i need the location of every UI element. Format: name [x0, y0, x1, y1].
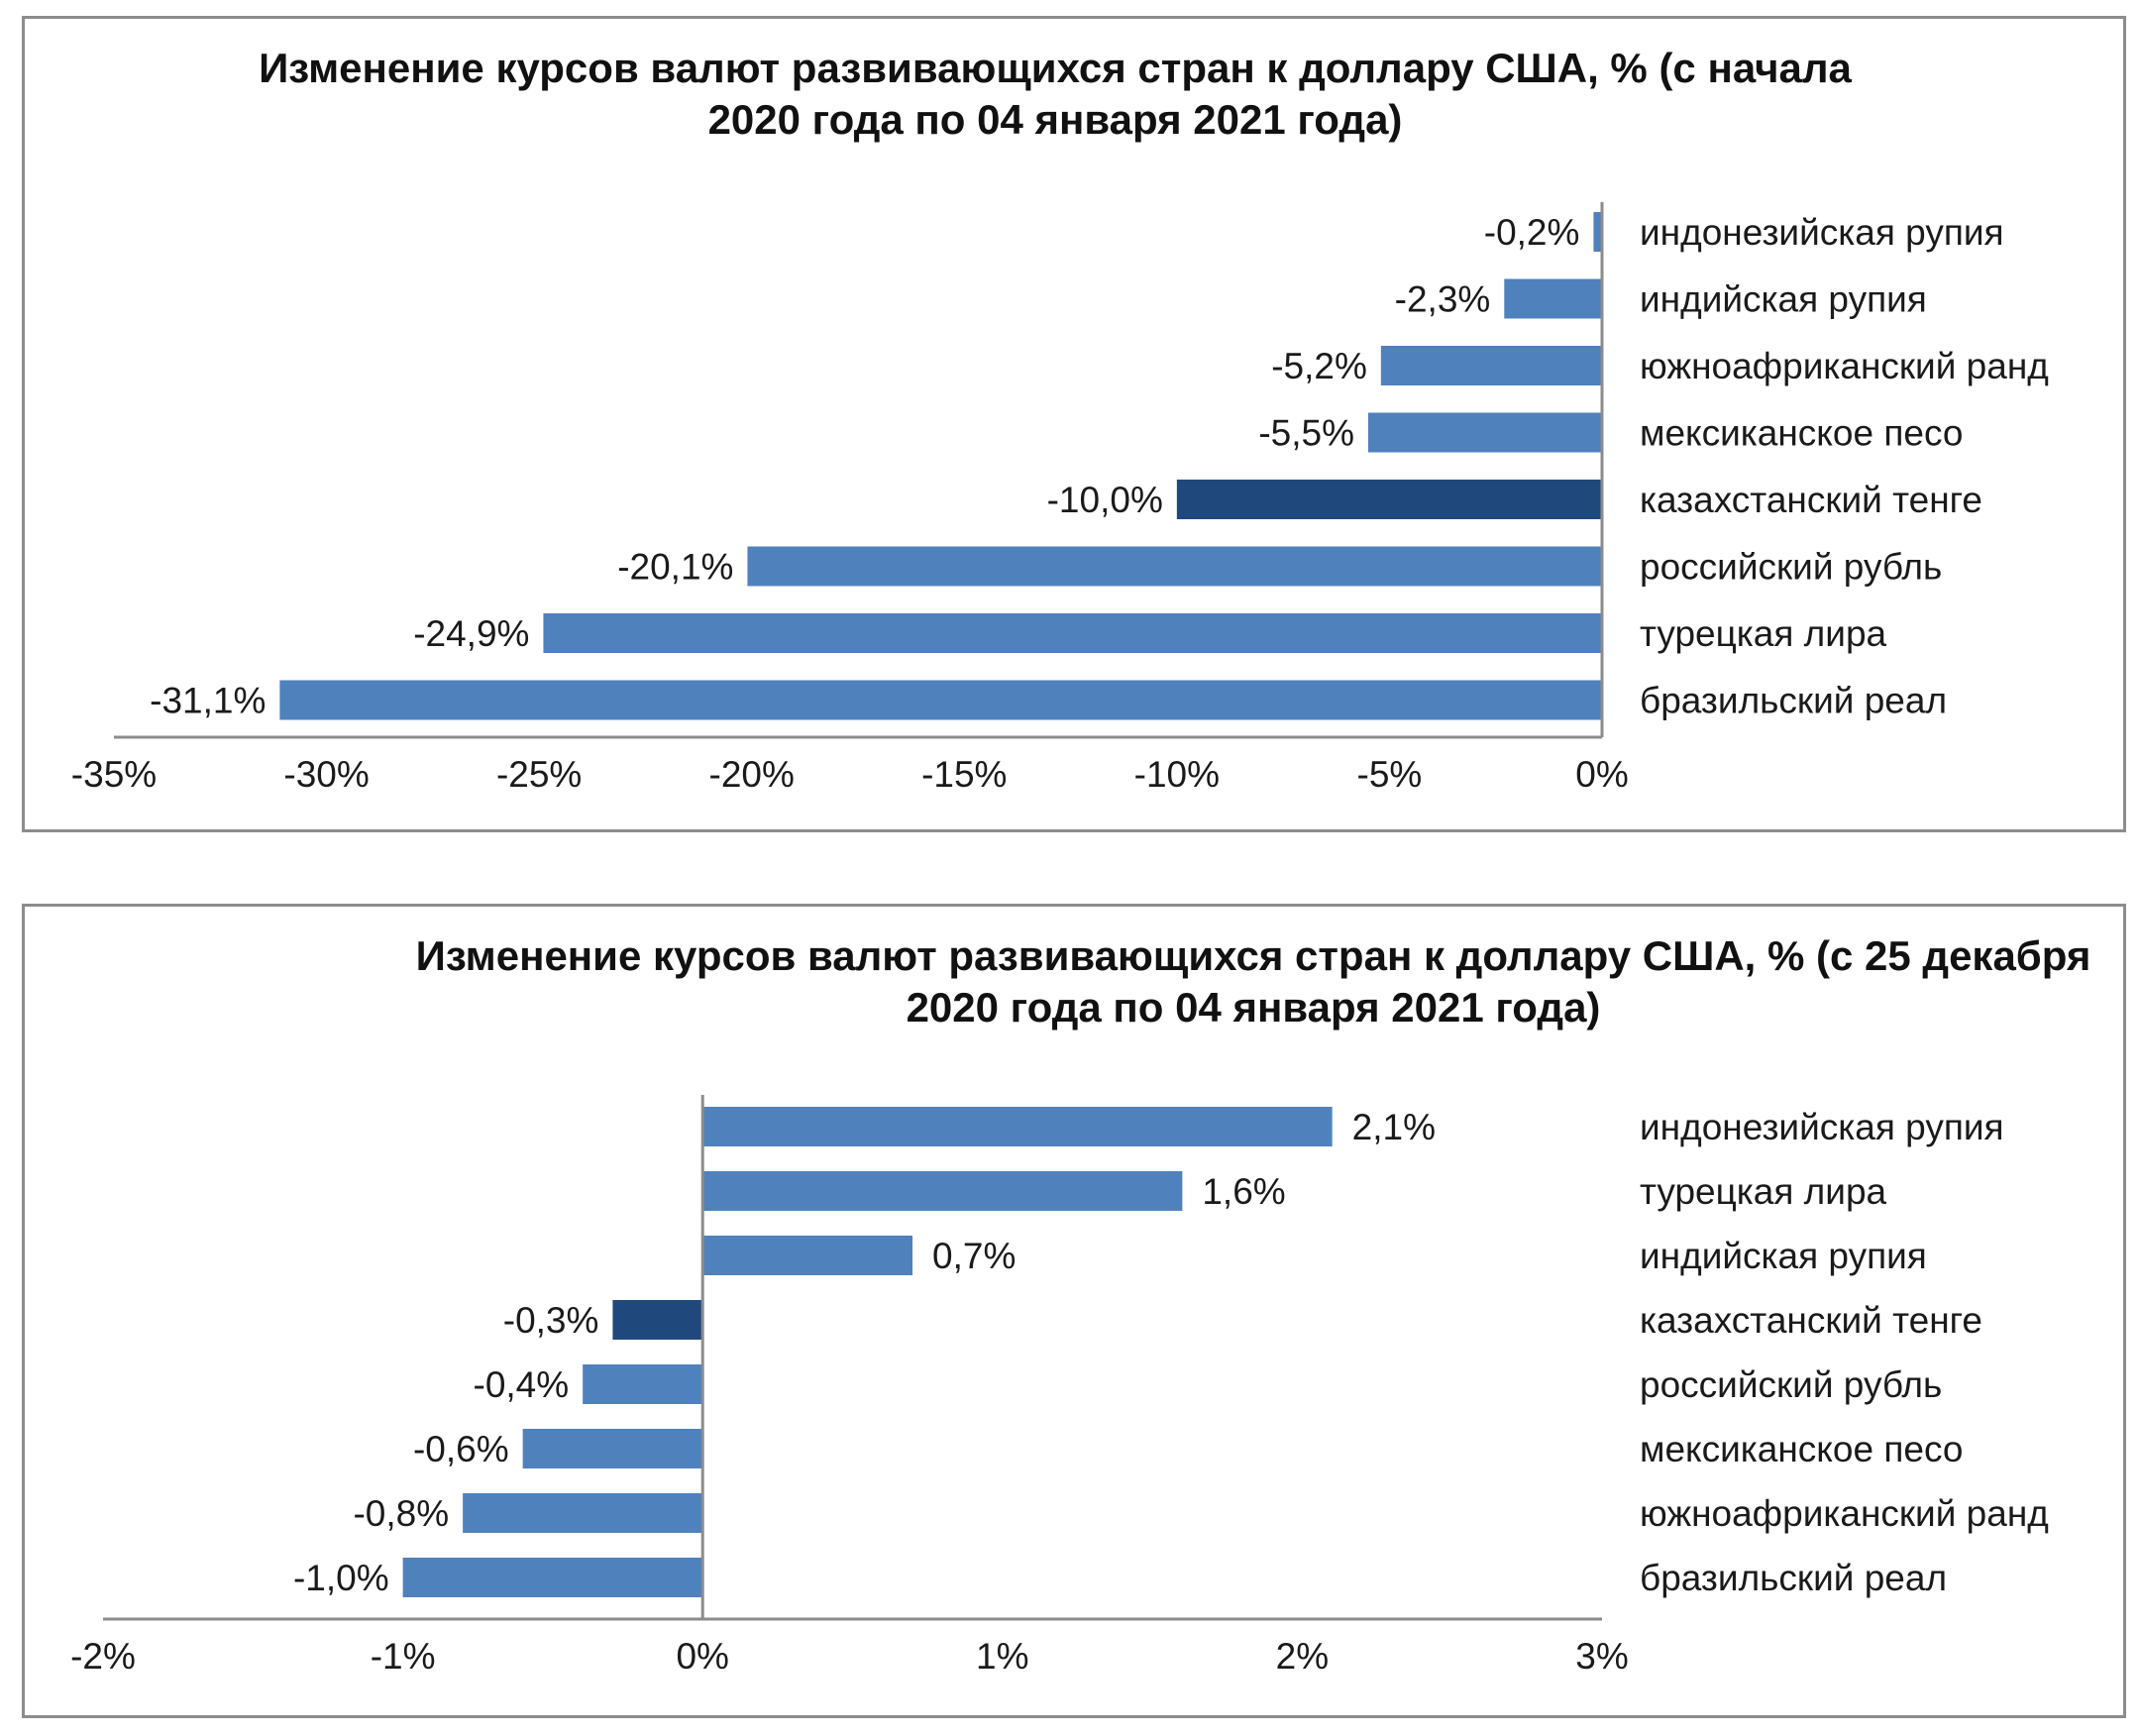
- category-label: казахстанский тенге: [1640, 480, 1982, 520]
- tick-label: 3%: [1575, 1636, 1628, 1677]
- tick-label: -10%: [1134, 754, 1220, 795]
- tick-label: -15%: [921, 754, 1007, 795]
- category-label: казахстанский тенге: [1640, 1300, 1982, 1341]
- tick-label: -30%: [283, 754, 369, 795]
- tick-label: 1%: [976, 1636, 1028, 1677]
- category-label: индийская рупия: [1640, 279, 1927, 320]
- category-label: турецкая лира: [1640, 1171, 1887, 1212]
- bar: [612, 1300, 703, 1340]
- data-label: -24,9%: [413, 613, 529, 654]
- bar: [279, 680, 1602, 720]
- category-label: индийская рупия: [1640, 1236, 1927, 1276]
- bar: [702, 1236, 913, 1275]
- data-label: -0,2%: [1484, 212, 1580, 253]
- data-label: -2,3%: [1395, 279, 1491, 320]
- data-label: -10,0%: [1047, 480, 1163, 520]
- tick-label: -2%: [70, 1636, 136, 1677]
- category-label: мексиканское песо: [1640, 1429, 1963, 1469]
- category-label: бразильский реал: [1640, 1558, 1947, 1598]
- data-label: -1,0%: [293, 1558, 389, 1598]
- category-label: южноафриканский ранд: [1640, 1493, 2049, 1534]
- chart-title: Изменение курсов валют развивающихся стр…: [415, 932, 2091, 1031]
- category-label: индонезийская рупия: [1640, 1107, 2004, 1147]
- data-label: -31,1%: [150, 681, 266, 721]
- category-label: южноафриканский ранд: [1640, 346, 2049, 386]
- data-label: -5,2%: [1271, 346, 1367, 386]
- bar: [1176, 480, 1602, 519]
- chart-panel-week: Изменение курсов валют развивающихся стр…: [22, 904, 2126, 1718]
- tick-label: -35%: [71, 754, 157, 795]
- tick-label: 0%: [1575, 754, 1628, 795]
- data-label: -20,1%: [617, 547, 733, 588]
- category-label: российский рубль: [1640, 547, 1942, 588]
- bar: [1504, 278, 1602, 319]
- category-label: турецкая лира: [1640, 613, 1887, 654]
- data-label: -0,8%: [353, 1493, 449, 1534]
- bar: [1593, 212, 1602, 252]
- tick-label: -20%: [709, 754, 795, 795]
- bar: [463, 1493, 703, 1533]
- data-label: -0,6%: [413, 1429, 509, 1469]
- chart-panel-ytd: Изменение курсов валют развивающихся стр…: [22, 16, 2126, 832]
- bar: [702, 1107, 1333, 1146]
- tick-label: 0%: [676, 1636, 728, 1677]
- tick-label: -1%: [371, 1636, 436, 1677]
- tick-label: -5%: [1357, 754, 1423, 795]
- tick-label: -25%: [496, 754, 582, 795]
- bar-chart-ytd: -0,2% индонезийская рупия -2,3% индийская р…: [71, 202, 2049, 795]
- data-label: 2,1%: [1352, 1107, 1436, 1147]
- bar: [1380, 346, 1602, 385]
- category-label: мексиканское песо: [1640, 413, 1963, 454]
- data-label: 1,6%: [1202, 1171, 1285, 1212]
- data-label: -0,3%: [503, 1300, 599, 1341]
- bar: [402, 1558, 703, 1597]
- chart-title: Изменение курсов валют развивающихся стр…: [259, 45, 1852, 143]
- bar-chart-week: 2,1% индонезийская рупия 1,6% турецкая лира…: [70, 1095, 2049, 1677]
- bar: [522, 1429, 703, 1468]
- category-label: российский рубль: [1640, 1364, 1942, 1405]
- bar: [583, 1364, 703, 1404]
- category-label: индонезийская рупия: [1640, 212, 2004, 253]
- bar: [747, 546, 1602, 587]
- bar: [543, 613, 1602, 653]
- bar: [1367, 412, 1602, 453]
- data-label: -5,5%: [1258, 413, 1354, 454]
- bar: [702, 1171, 1183, 1211]
- category-label: бразильский реал: [1640, 681, 1947, 721]
- tick-label: 2%: [1276, 1636, 1329, 1677]
- data-label: 0,7%: [932, 1236, 1016, 1276]
- data-label: -0,4%: [474, 1364, 570, 1405]
